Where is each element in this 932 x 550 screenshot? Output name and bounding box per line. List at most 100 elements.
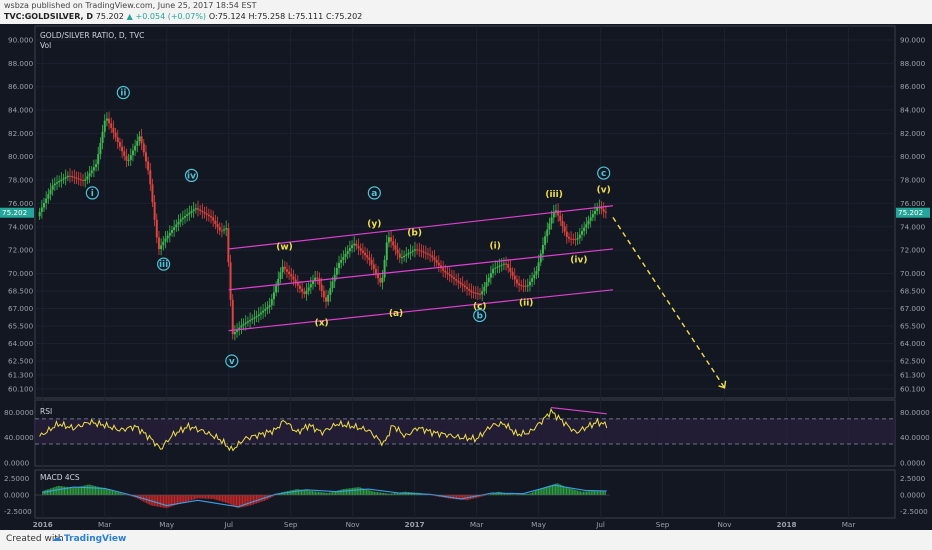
- macd-title: MACD 4CS: [40, 473, 80, 482]
- candle-body: [327, 294, 330, 302]
- candle-body: [353, 243, 356, 246]
- candle-body: [294, 279, 297, 283]
- candle-body: [66, 175, 69, 178]
- candle-body: [179, 219, 182, 222]
- candle-body: [479, 293, 482, 295]
- candle-body: [82, 180, 85, 182]
- price-tick-label-right: 76.000: [900, 199, 926, 208]
- candle-body: [227, 228, 230, 263]
- candle-body: [509, 267, 512, 272]
- wave-label-circle: [157, 257, 171, 271]
- candle-body: [64, 177, 67, 179]
- candle-body: [147, 161, 150, 171]
- price-tick-label-left: 65.500: [8, 321, 34, 330]
- candle-body: [602, 209, 605, 212]
- candle-body: [186, 214, 189, 217]
- rsi-divergence-line: [550, 406, 607, 415]
- candle-body: [407, 253, 410, 255]
- candle-body: [210, 216, 213, 218]
- candle-body: [229, 262, 232, 300]
- candle-body: [535, 271, 538, 275]
- wave-label: (c): [473, 302, 487, 312]
- created-with: Created with: [6, 534, 64, 544]
- chart-canvas[interactable]: 2016 Mar May Jul Sep Nov 2017 Mar May Jul Sep Nov 20…: [0, 24, 932, 530]
- rsi-title: RSI: [40, 407, 52, 416]
- macd-tick-label-right: 0.0000: [900, 491, 926, 500]
- candle-body: [585, 224, 588, 228]
- wave-label: (w): [276, 243, 293, 253]
- candle-body: [116, 137, 119, 143]
- wave-label: (ii): [519, 299, 533, 309]
- candle-body: [483, 286, 486, 292]
- candle-body: [437, 262, 440, 266]
- candle-body: [127, 159, 130, 161]
- time-tick-label: Mar: [470, 520, 484, 529]
- high-value: 75.258: [257, 12, 286, 21]
- candle-body: [114, 132, 117, 138]
- candle-body: [101, 131, 104, 143]
- rsi-tick-label-left: 0.0000: [4, 458, 30, 467]
- candle-body: [359, 248, 362, 251]
- candle-body: [589, 217, 592, 221]
- candle-body: [457, 280, 460, 283]
- chart-title: GOLD/SILVER RATIO, D, TVC: [40, 31, 144, 40]
- price-tick-label-left: 78.000: [8, 176, 34, 185]
- candle-body: [142, 143, 145, 153]
- high-label: H:: [248, 12, 258, 21]
- candle-body: [88, 173, 91, 177]
- price-tick-label-right: 64.000: [900, 339, 926, 348]
- candle-body: [149, 170, 152, 185]
- candle-body: [557, 210, 560, 216]
- volume-label: Vol: [40, 41, 51, 50]
- channel-line: [228, 248, 614, 291]
- candle-body: [587, 220, 590, 225]
- tradingview-logo[interactable]: ☁ TradingView: [52, 533, 126, 544]
- candle-body: [381, 277, 384, 283]
- candle-body: [53, 183, 56, 186]
- candle-body: [318, 278, 321, 285]
- candle-body: [344, 254, 347, 257]
- candle-body: [192, 209, 195, 212]
- candle-body: [424, 252, 427, 254]
- rsi-pane[interactable]: 80.0000 80.0000 40.0000 40.0000 0.0000 0.0000: [4, 406, 930, 468]
- wave-label: c: [601, 169, 606, 179]
- price-pane[interactable]: 90.000 90.000 88.000 88.000 86.000 86.000 84.0…: [0, 36, 930, 394]
- candle-body: [511, 271, 514, 276]
- wave-label-circle: [597, 166, 611, 180]
- last-price-badge-right: [896, 207, 930, 218]
- candle-body: [524, 285, 527, 287]
- candle-body: [73, 176, 76, 178]
- candle-body: [431, 255, 434, 258]
- candle-body: [236, 329, 239, 332]
- candle-body: [520, 285, 523, 287]
- price-tick-label-left: 62.500: [8, 356, 34, 365]
- candle-body: [268, 305, 271, 308]
- wave-label: (y): [367, 219, 381, 229]
- wave-label: (a): [389, 309, 403, 319]
- candle-body: [108, 118, 111, 124]
- time-tick-label: May: [159, 520, 175, 529]
- candle-body: [314, 277, 317, 281]
- candle-body: [372, 264, 375, 270]
- price-tick-label-left: 72.000: [8, 246, 34, 255]
- chart-area[interactable]: 2016 Mar May Jul Sep Nov 2017 Mar May Jul Sep Nov 20…: [0, 24, 932, 530]
- candle-body: [175, 224, 178, 228]
- macd-pane[interactable]: 2.5000 2.5000 0.0000 0.0000 -2.5000 -2.5000: [4, 474, 928, 516]
- candle-body: [572, 238, 575, 240]
- candle-body: [207, 214, 210, 217]
- candle-body: [110, 123, 113, 128]
- macd-tick-label-right: 2.5000: [900, 474, 926, 483]
- candle-body: [515, 279, 518, 284]
- symbol: TVC:GOLDSILVER, D: [4, 12, 93, 21]
- wave-label-circle: [116, 85, 130, 100]
- candle-body: [331, 281, 334, 289]
- candle-body: [279, 272, 282, 279]
- candle-body: [522, 285, 525, 287]
- candle-body: [559, 215, 562, 221]
- candle-body: [118, 142, 121, 147]
- candle-body: [413, 249, 416, 251]
- candle-body: [303, 291, 306, 294]
- price-tick-label-left: 90.000: [8, 36, 34, 45]
- candle-body: [539, 253, 542, 263]
- x-axis: 2016 Mar May Jul Sep Nov 2017 Mar May Jul Sep Nov 20…: [33, 520, 856, 529]
